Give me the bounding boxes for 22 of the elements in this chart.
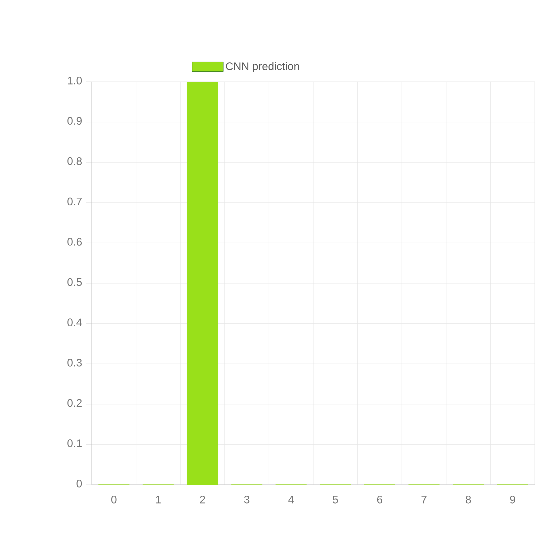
x-tick-label: 8 (466, 496, 472, 504)
y-tick-label: 0.2 (68, 399, 82, 408)
legend-label: CNN prediction (226, 62, 300, 73)
y-tick-label: 0.4 (68, 318, 82, 326)
y-tick-label: 0.8 (68, 158, 82, 166)
x-tick-label: 1 (156, 496, 161, 504)
x-tick-label: 7 (422, 496, 427, 504)
x-tick-label: 3 (244, 496, 250, 504)
y-tick-label: 0.9 (68, 117, 82, 125)
x-tick-label: 4 (288, 496, 294, 504)
x-tick-label: 6 (377, 496, 383, 504)
y-tick-label: 0.1 (68, 440, 82, 448)
x-tick-label: 0 (112, 496, 117, 504)
y-tick-label: 0.7 (68, 198, 82, 206)
x-tick-label: 2 (200, 496, 206, 504)
y-tick-label: 1.0 (68, 76, 82, 85)
y-tick-label: 0.3 (68, 359, 82, 367)
y-tick-label: 0 (76, 480, 82, 488)
y-tick-label: 0.6 (68, 238, 82, 246)
y-tick-label: 0.5 (68, 278, 82, 286)
x-tick-label: 5 (333, 496, 338, 504)
x-tick-label: 9 (510, 496, 516, 504)
